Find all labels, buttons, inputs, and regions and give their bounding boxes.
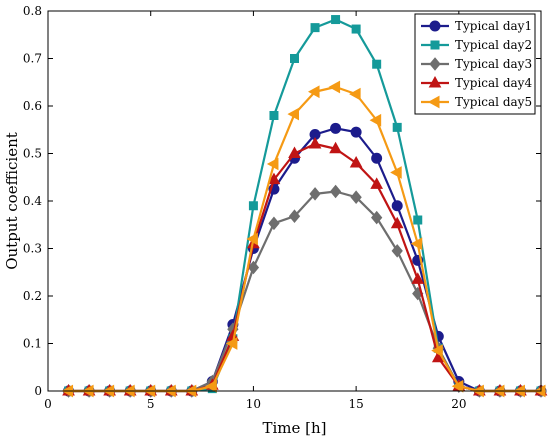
data-point <box>390 166 402 179</box>
x-axis-label: Time [h] <box>262 419 326 437</box>
series-line <box>68 142 541 393</box>
data-point <box>390 216 404 229</box>
data-point <box>410 237 423 251</box>
x-tick-label: 0 <box>44 397 52 411</box>
data-point <box>330 122 342 134</box>
y-tick-label: 0.4 <box>23 194 42 208</box>
data-point <box>309 187 321 201</box>
data-point <box>372 59 382 69</box>
data-point <box>205 379 217 393</box>
data-point <box>350 190 362 204</box>
data-point <box>349 87 361 101</box>
data-point <box>369 113 382 127</box>
y-tick-label: 0 <box>34 384 42 398</box>
y-tick-label: 0.1 <box>23 337 42 351</box>
series-line <box>68 127 541 393</box>
data-point <box>351 24 361 34</box>
y-tick-label: 0.8 <box>23 4 42 18</box>
legend-marker <box>430 40 440 50</box>
legend-label: Typical day4 <box>455 76 532 90</box>
data-point <box>246 232 258 246</box>
x-tick-label: 10 <box>246 397 261 411</box>
data-point <box>329 184 342 199</box>
legend-marker <box>427 95 440 109</box>
data-point <box>287 107 299 121</box>
series-typical-day-5 <box>61 80 546 398</box>
series-line <box>68 85 541 393</box>
legend-entry: Typical day5 <box>421 95 532 109</box>
data-point <box>288 146 301 158</box>
legend-label: Typical day3 <box>455 57 532 71</box>
data-point <box>328 80 341 94</box>
data-point <box>268 216 280 231</box>
y-tick-label: 0.2 <box>23 289 42 303</box>
y-axis-label: Output coefficient <box>3 132 21 270</box>
data-point <box>349 155 363 168</box>
legend-entry: Typical day3 <box>421 57 532 71</box>
data-point <box>288 209 301 223</box>
data-point <box>451 379 464 393</box>
data-point <box>310 23 320 33</box>
data-point <box>308 85 320 99</box>
data-point <box>350 126 362 138</box>
series-typical-day-1 <box>63 122 547 397</box>
series-line <box>68 190 541 393</box>
data-point <box>370 177 384 189</box>
data-point <box>329 141 342 154</box>
data-point <box>392 122 402 132</box>
legend-entry: Typical day1 <box>421 19 532 33</box>
series-typical-day-4 <box>62 136 548 396</box>
data-point <box>391 200 403 212</box>
data-point <box>411 272 425 284</box>
y-tick-label: 0.3 <box>23 242 42 256</box>
legend-marker <box>428 75 442 88</box>
legend-label: Typical day5 <box>455 95 532 109</box>
data-point <box>431 344 443 357</box>
data-point <box>371 210 383 225</box>
y-tick-label: 0.6 <box>23 99 42 113</box>
legend: Typical day1 Typical day2 Typical day3 Typi… <box>414 13 536 115</box>
data-point <box>331 15 341 25</box>
data-point <box>247 260 260 275</box>
data-point <box>225 337 238 350</box>
x-tick-label: 20 <box>451 397 466 411</box>
data-point <box>413 215 423 225</box>
legend-label: Typical day2 <box>455 38 532 52</box>
legend-entry: Typical day2 <box>421 38 532 52</box>
data-point <box>267 172 281 185</box>
legend-marker <box>429 57 441 71</box>
data-point <box>371 152 383 164</box>
data-point <box>269 111 279 120</box>
legend-entry: Typical day4 <box>421 75 532 90</box>
legend-marker <box>429 20 441 32</box>
data-point <box>308 136 322 149</box>
series-typical-day-3 <box>62 184 547 398</box>
plot-area-frame <box>47 10 542 392</box>
x-tick-label: 15 <box>348 397 363 411</box>
y-tick-label: 0.7 <box>23 52 42 66</box>
y-tick-label: 0.5 <box>23 147 42 161</box>
legend-label: Typical day1 <box>455 19 532 33</box>
data-point <box>391 244 403 258</box>
data-point <box>266 157 279 171</box>
data-point <box>290 54 299 63</box>
data-point <box>248 201 258 211</box>
x-tick-label: 5 <box>147 397 155 411</box>
